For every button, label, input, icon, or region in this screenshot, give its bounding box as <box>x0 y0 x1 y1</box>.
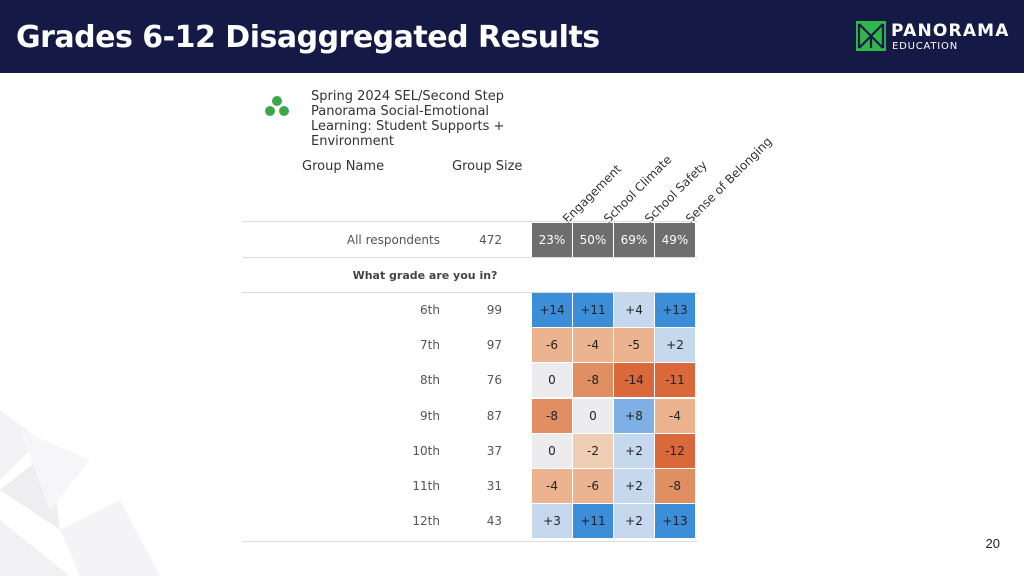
result-cell: -4 <box>573 328 613 363</box>
result-cell: -12 <box>655 433 695 468</box>
result-cell: 0 <box>532 433 572 468</box>
result-cell: -5 <box>614 328 654 363</box>
divider <box>242 257 698 258</box>
group-name-header: Group Name <box>302 159 385 174</box>
grade-label: 10th <box>412 443 440 458</box>
group-size-header: Group Size <box>452 159 523 174</box>
result-cell: +8 <box>614 398 654 433</box>
report-title: Spring 2024 SEL/Second Step Panorama Soc… <box>311 89 551 149</box>
result-cell: +4 <box>614 293 654 327</box>
overall-label: All respondents <box>346 233 440 247</box>
divider <box>242 541 698 542</box>
result-cell: -6 <box>532 328 572 363</box>
grade-label: 7th <box>420 338 440 353</box>
panorama-logo: PANORAMA EDUCATION <box>856 21 1021 57</box>
group-size: 97 <box>486 338 502 353</box>
logo-name: PANORAMA <box>891 21 1010 41</box>
result-cell: -6 <box>573 469 613 503</box>
slide-header: Grades 6-12 Disaggregated Results PANORA… <box>0 0 1024 73</box>
panorama-logo-icon <box>856 21 886 51</box>
report-title-line: Spring 2024 SEL/Second Step <box>311 89 504 104</box>
overall-cell: 69% <box>614 223 654 257</box>
group-size: 37 <box>486 443 502 458</box>
result-cell: +13 <box>655 293 695 327</box>
result-cell: 0 <box>573 398 613 433</box>
report-title-line: Panorama Social-Emotional <box>311 104 490 119</box>
grade-label: 6th <box>420 303 440 317</box>
result-cell: -4 <box>655 398 695 433</box>
result-cell: -8 <box>532 398 572 433</box>
report-title-line: Learning: Student Supports + <box>311 119 505 134</box>
result-cell: +3 <box>532 504 572 539</box>
report-title-line: Environment <box>311 134 395 149</box>
divider <box>242 221 698 222</box>
result-cell: +13 <box>655 504 695 539</box>
background-decoration <box>0 410 160 576</box>
result-cell: +2 <box>614 433 654 468</box>
group-size: 99 <box>486 303 502 317</box>
group-size: 43 <box>486 514 502 529</box>
result-cell: -8 <box>655 469 695 503</box>
grade-label: 9th <box>420 408 440 423</box>
report-panel: Spring 2024 SEL/Second Step Panorama Soc… <box>240 86 775 546</box>
result-cell: +2 <box>614 504 654 539</box>
group-size: 76 <box>486 373 502 388</box>
result-cell: -11 <box>655 363 695 398</box>
result-cell: +11 <box>573 504 613 539</box>
grade-label: 11th <box>412 479 440 493</box>
grade-label: 8th <box>420 373 440 388</box>
logo-subtitle: EDUCATION <box>892 41 958 52</box>
result-cell: +11 <box>573 293 613 327</box>
result-cell: -8 <box>573 363 613 398</box>
overall-cell: 50% <box>573 223 613 257</box>
result-cell: +2 <box>655 328 695 363</box>
overall-cell: 23% <box>532 223 572 257</box>
overall-cell: 49% <box>655 223 695 257</box>
group-size: 87 <box>486 408 502 423</box>
result-cell: 0 <box>532 363 572 398</box>
result-cell: -2 <box>573 433 613 468</box>
result-cell: -14 <box>614 363 654 398</box>
result-cell: -4 <box>532 469 572 503</box>
grade-label: 12th <box>412 514 440 529</box>
group-size: 31 <box>486 479 502 493</box>
section-label: What grade are you in? <box>352 269 498 282</box>
result-cell: +14 <box>532 293 572 327</box>
slide-title: Grades 6-12 Disaggregated Results <box>16 20 600 55</box>
divider <box>242 292 698 293</box>
result-cell: +2 <box>614 469 654 503</box>
panorama-clover-icon <box>265 96 289 116</box>
overall-size: 472 <box>479 233 502 247</box>
page-number: 20 <box>985 536 1000 551</box>
